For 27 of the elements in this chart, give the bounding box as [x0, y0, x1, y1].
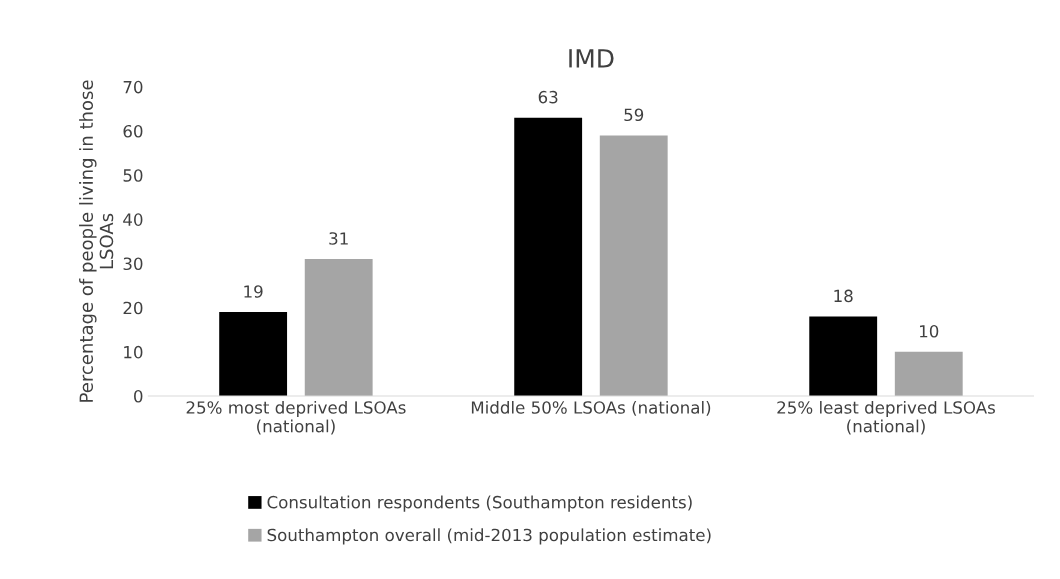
x-tick-label: 25% most deprived LSOAs (national) [186, 400, 406, 435]
legend-label: Southampton overall (mid-2013 population estimate) [267, 528, 711, 545]
data-label: 19 [244, 285, 263, 298]
y-tick-label: 50 [123, 169, 143, 182]
bar [304, 259, 373, 397]
chart-title: IMD [569, 49, 614, 68]
bar [599, 135, 668, 397]
x-tick-label: Middle 50% LSOAs (national) [471, 400, 711, 416]
y-tick-label: 70 [123, 80, 143, 94]
bar [894, 351, 963, 397]
bar [219, 312, 288, 397]
bar [809, 316, 878, 397]
y-tick-label: 30 [123, 257, 143, 271]
data-label: 10 [919, 324, 939, 338]
y-tick-label: 20 [123, 301, 143, 315]
y-axis-title: Percentage of people living in those LSOAs [79, 80, 114, 402]
data-label: 63 [538, 90, 558, 104]
bar [514, 117, 583, 397]
legend-label: Consultation respondents (Southampton residents) [267, 495, 692, 512]
y-tick-label: 60 [123, 124, 143, 138]
data-label: 59 [624, 108, 644, 122]
y-tick-label: 40 [123, 213, 143, 226]
x-tick-label: 25% least deprived LSOAs (national) [777, 400, 995, 435]
data-label: 31 [329, 232, 348, 245]
y-tick-label: 10 [124, 345, 143, 359]
data-label: 18 [834, 289, 853, 303]
y-tick-label: 0 [134, 390, 143, 403]
